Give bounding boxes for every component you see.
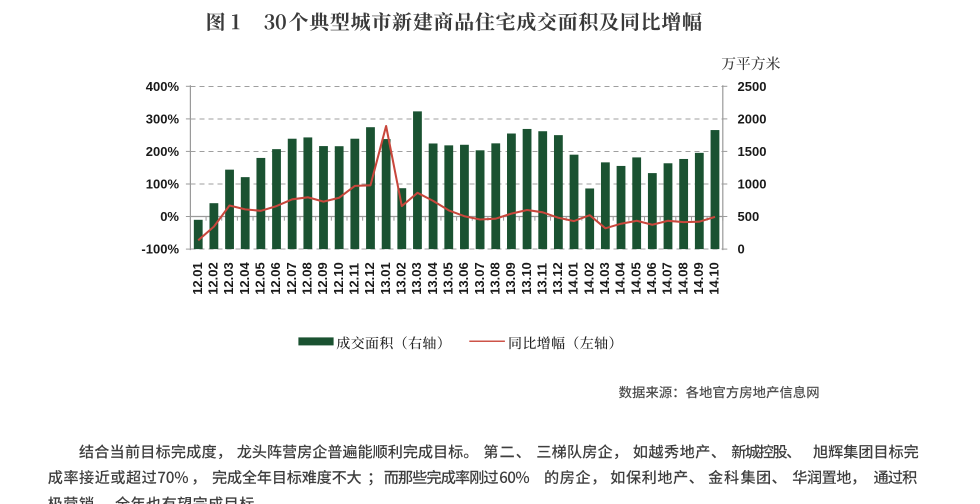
svg-text:200%: 200% (146, 144, 180, 159)
svg-text:12.05: 12.05 (253, 262, 268, 295)
svg-text:12.01: 12.01 (190, 262, 205, 295)
svg-text:1000: 1000 (738, 177, 767, 192)
svg-text:14.02: 14.02 (581, 262, 596, 295)
svg-text:13.11: 13.11 (534, 263, 549, 295)
svg-text:13.02: 13.02 (394, 262, 409, 295)
svg-text:2000: 2000 (738, 112, 767, 127)
svg-text:500: 500 (738, 209, 760, 224)
svg-text:14.05: 14.05 (628, 262, 643, 295)
svg-text:13.09: 13.09 (503, 262, 518, 295)
svg-text:12.03: 12.03 (221, 262, 236, 295)
svg-text:14.06: 14.06 (644, 262, 659, 295)
svg-text:13.08: 13.08 (487, 262, 502, 295)
svg-text:12.06: 12.06 (268, 262, 283, 295)
svg-text:12.04: 12.04 (237, 261, 252, 294)
svg-text:14.04: 14.04 (613, 261, 628, 294)
svg-text:14.01: 14.01 (566, 262, 581, 295)
svg-text:400%: 400% (146, 79, 180, 94)
svg-text:-100%: -100% (141, 242, 179, 257)
svg-text:13.05: 13.05 (441, 262, 456, 295)
svg-text:13.06: 13.06 (456, 262, 471, 295)
svg-text:14.10: 14.10 (707, 262, 722, 295)
svg-text:13.01: 13.01 (378, 262, 393, 295)
svg-text:14.07: 14.07 (660, 262, 675, 295)
svg-text:12.07: 12.07 (284, 262, 299, 295)
svg-text:12.10: 12.10 (331, 262, 346, 295)
svg-text:100%: 100% (146, 177, 180, 192)
svg-text:13.04: 13.04 (425, 261, 440, 294)
svg-text:0: 0 (738, 242, 745, 257)
svg-text:12.11: 12.11 (347, 263, 362, 295)
svg-text:2500: 2500 (738, 79, 767, 94)
svg-text:14.03: 14.03 (597, 262, 612, 295)
svg-text:1500: 1500 (738, 144, 767, 159)
svg-text:14.08: 14.08 (675, 262, 690, 295)
svg-text:0%: 0% (160, 209, 179, 224)
svg-text:12.12: 12.12 (362, 262, 377, 295)
svg-text:13.12: 13.12 (550, 262, 565, 295)
svg-text:13.03: 13.03 (409, 262, 424, 295)
svg-text:12.02: 12.02 (206, 262, 221, 295)
svg-text:12.09: 12.09 (315, 262, 330, 295)
svg-text:13.07: 13.07 (472, 262, 487, 295)
svg-text:13.10: 13.10 (519, 262, 534, 295)
svg-text:12.08: 12.08 (300, 262, 315, 295)
svg-text:300%: 300% (146, 112, 180, 127)
svg-text:14.09: 14.09 (691, 262, 706, 295)
